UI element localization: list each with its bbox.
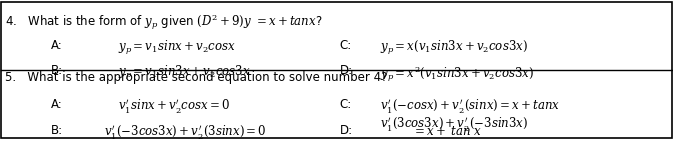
Text: $y_p = x(v_1sin3x + v_2cos3x)$: $y_p = x(v_1sin3x + v_2cos3x)$ [380,39,528,58]
Text: C:: C: [340,98,352,111]
Text: $y_p = v_1sinx + v_2cosx$: $y_p = v_1sinx + v_2cosx$ [118,39,236,58]
Text: A:: A: [50,39,62,52]
Text: A:: A: [50,98,62,111]
Text: C:: C: [340,39,352,52]
Text: $y_p = v_1sin3x + v_2cos3x$: $y_p = v_1sin3x + v_2cos3x$ [118,64,250,82]
Text: $y_p = x^2(v_1sin3x + v_2cos3x)$: $y_p = x^2(v_1sin3x + v_2cos3x)$ [380,64,534,84]
Text: 5.   What is the appropriate second equation to solve number 4?: 5. What is the appropriate second equati… [5,71,388,84]
Text: $= x +\ tan\ x$: $= x +\ tan\ x$ [412,125,483,138]
Text: $v_1'(-3cos3x) + v_2'(3sinx) = 0$: $v_1'(-3cos3x) + v_2'(3sinx) = 0$ [104,124,267,141]
Text: $v_1'sinx + v_2'cosx = 0$: $v_1'sinx + v_2'cosx = 0$ [118,98,230,116]
Text: $v_1'(-cosx) + v_2'(sinx) = x + tanx$: $v_1'(-cosx) + v_2'(sinx) = x + tanx$ [380,98,561,116]
Text: B:: B: [50,64,63,77]
Text: 4.   What is the form of $y_p$ given $(D^2 + 9)y\ =x+tanx$?: 4. What is the form of $y_p$ given $(D^2… [5,12,323,32]
Text: $v_1'(3cos3x) + v_2'(-3sin3x)$: $v_1'(3cos3x) + v_2'(-3sin3x)$ [380,116,528,134]
Text: B:: B: [50,124,63,137]
Text: D:: D: [340,64,353,77]
Text: D:: D: [340,124,353,137]
